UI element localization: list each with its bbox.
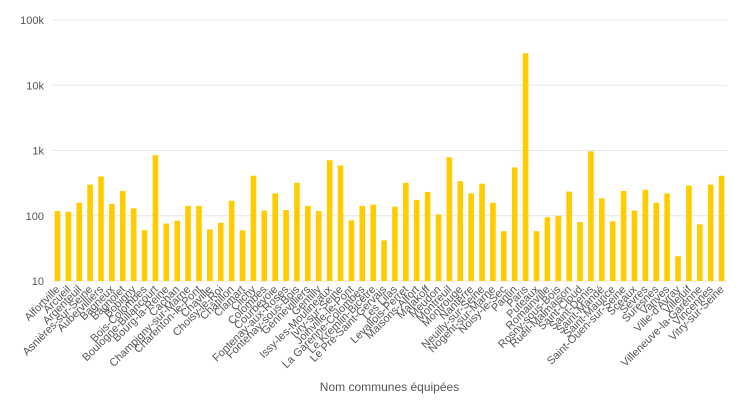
bar <box>217 222 224 281</box>
bar <box>696 224 703 281</box>
bar <box>435 214 442 281</box>
bar <box>544 217 551 281</box>
bar <box>109 203 115 281</box>
bar <box>413 199 420 281</box>
bar <box>381 240 387 281</box>
bar <box>98 176 104 281</box>
y-tick-label: 100 <box>26 211 44 223</box>
bar <box>305 205 311 281</box>
bar <box>250 175 257 281</box>
bar <box>272 193 278 281</box>
bar <box>87 184 93 281</box>
bar <box>141 230 148 281</box>
bar <box>653 202 660 281</box>
bar <box>446 157 453 281</box>
bar <box>337 165 344 281</box>
bar <box>718 175 725 281</box>
bar <box>599 198 605 281</box>
bar <box>675 256 681 281</box>
bar <box>588 151 594 281</box>
bar <box>370 204 376 281</box>
bar <box>119 190 126 281</box>
bar <box>130 208 137 281</box>
bar <box>65 211 72 281</box>
bar <box>631 210 638 281</box>
y-tick-label: 10 <box>32 276 44 288</box>
bar <box>664 193 670 281</box>
bar <box>424 191 431 281</box>
bar <box>315 211 322 281</box>
x-tick-labels: AlfortvilleArcueilArgenteuilAsnières-sur… <box>21 283 727 371</box>
y-tick-label: 100k <box>20 15 44 27</box>
bar <box>642 189 649 281</box>
bar <box>174 220 180 281</box>
bar <box>609 221 616 281</box>
bar <box>261 210 268 281</box>
bar <box>207 229 213 281</box>
bar <box>163 223 170 281</box>
bar <box>457 181 464 281</box>
bar <box>76 202 83 281</box>
bar <box>707 184 714 281</box>
bar <box>620 190 627 281</box>
bar <box>228 200 235 281</box>
bar <box>686 185 692 281</box>
bar <box>392 206 398 281</box>
bar <box>326 160 333 281</box>
bar <box>359 205 366 281</box>
bar <box>555 215 562 281</box>
bar <box>348 220 355 281</box>
y-tick-label: 10k <box>26 80 44 92</box>
bar <box>479 183 485 281</box>
bar <box>533 231 540 281</box>
bar <box>490 202 496 281</box>
bar <box>185 205 191 281</box>
bars <box>54 53 725 281</box>
bar <box>239 230 246 281</box>
bar <box>577 222 583 281</box>
x-axis-title: Nom communes équipées <box>320 380 459 394</box>
bar <box>283 210 289 281</box>
bar <box>501 231 507 281</box>
bar <box>294 182 300 281</box>
bar <box>403 182 409 281</box>
bar <box>522 53 529 281</box>
bar <box>468 193 474 281</box>
y-tick-label: 1k <box>32 146 44 158</box>
bar <box>152 155 159 281</box>
bar <box>511 167 518 281</box>
bar <box>54 211 61 281</box>
bar <box>566 191 572 281</box>
bar <box>196 205 202 281</box>
